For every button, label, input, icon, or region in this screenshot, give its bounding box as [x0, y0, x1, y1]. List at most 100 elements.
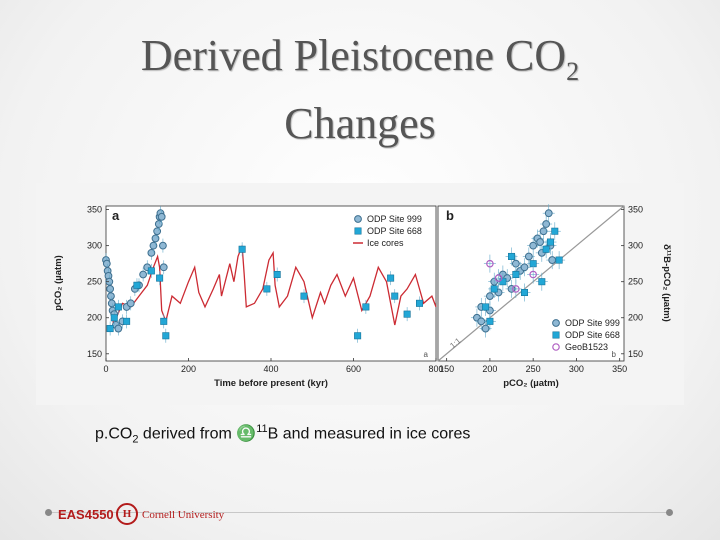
- x-tick-label-b: 150: [439, 364, 454, 374]
- point-odp-999: [107, 292, 115, 301]
- point-odp-999-b: [524, 252, 533, 261]
- point-odp-668: [354, 332, 362, 340]
- point-odp-668: [238, 245, 246, 253]
- point-odp-999: [151, 234, 160, 243]
- series-ice-cores-line: [105, 245, 437, 326]
- legend-b-marker: [552, 343, 560, 351]
- point-odp-668-b: [486, 317, 494, 325]
- x-tick-label-a: 200: [181, 364, 196, 374]
- slide-title: Derived Pleistocene CO2 Changes: [60, 30, 660, 150]
- footer-course-code: EAS4550: [58, 507, 114, 522]
- point-odp-999: [159, 263, 168, 272]
- y-tick-label-a: 250: [87, 277, 102, 287]
- title-line-2: Changes: [284, 99, 436, 148]
- point-odp-999: [114, 324, 123, 333]
- point-odp-999: [147, 248, 156, 257]
- point-geob1523: [529, 270, 537, 279]
- panel-a-label: a: [112, 208, 120, 223]
- y-tick-label-b: 350: [628, 205, 643, 215]
- point-odp-999: [107, 299, 116, 308]
- x-tick-label-b: 250: [526, 364, 541, 374]
- y-tick-label-b: 250: [628, 277, 643, 287]
- point-odp-668: [387, 274, 395, 282]
- point-odp-999-b: [536, 238, 544, 246]
- point-odp-668-b: [521, 289, 529, 297]
- legend-b-marker: [552, 331, 560, 339]
- point-odp-668: [273, 270, 281, 278]
- legend-b-label: ODP Site 999: [565, 318, 620, 328]
- caption-post: B and measured in ice cores: [267, 425, 471, 443]
- point-odp-668-b: [551, 227, 559, 235]
- legend-a-marker: [354, 227, 362, 235]
- point-odp-999: [126, 299, 135, 308]
- caption-sub: 2: [132, 433, 139, 446]
- point-odp-999: [139, 270, 148, 279]
- y-axis-label-a: pCO₂ (µatm): [53, 255, 64, 311]
- point-odp-668: [403, 310, 411, 318]
- point-odp-668: [147, 267, 155, 275]
- caption-mid: derived from: [138, 425, 237, 443]
- point-odp-999: [159, 241, 167, 250]
- panel-b-corner-label: b: [612, 350, 617, 359]
- cornell-seal-logo: H: [116, 503, 138, 525]
- point-odp-668-b: [538, 278, 546, 286]
- point-odp-668: [160, 317, 168, 325]
- x-tick-label-b: 350: [612, 364, 627, 374]
- point-odp-668: [300, 292, 308, 300]
- footer-divider: [50, 512, 670, 513]
- point-odp-999: [149, 241, 158, 250]
- point-odp-668-b: [542, 245, 550, 253]
- legend-a-marker: [354, 215, 362, 223]
- point-odp-668-b: [499, 278, 507, 286]
- point-geob1523: [486, 259, 494, 268]
- figure-panel: 0 200 400 600 800 150 200 250 300 350 Time before …: [36, 183, 684, 405]
- point-odp-668: [162, 332, 170, 340]
- point-odp-999-b: [529, 241, 538, 250]
- point-odp-668-b: [482, 303, 490, 311]
- legend-b-marker: [552, 319, 560, 327]
- point-geob1523: [512, 285, 520, 293]
- point-odp-668: [133, 281, 141, 289]
- point-odp-668: [415, 299, 423, 307]
- point-odp-999: [102, 259, 111, 268]
- x-tick-label-a: 600: [346, 364, 361, 374]
- point-odp-999-b: [481, 324, 490, 333]
- point-odp-999: [157, 212, 166, 221]
- x-tick-label-b: 200: [482, 364, 497, 374]
- legend-a-label: ODP Site 668: [367, 226, 422, 236]
- point-geob1523: [494, 274, 503, 282]
- title-line-1: Derived Pleistocene CO: [140, 31, 567, 80]
- point-odp-668: [106, 325, 114, 333]
- caption-sup: 11: [256, 423, 268, 435]
- point-odp-999: [153, 227, 162, 236]
- point-odp-668: [123, 317, 131, 325]
- y-tick-label-a: 350: [87, 205, 102, 215]
- footer-university: Cornell University: [142, 509, 225, 521]
- caption-symbol: ♎: [236, 425, 257, 443]
- point-odp-668: [391, 292, 399, 300]
- title-subscript: 2: [566, 57, 580, 86]
- y-tick-label-a: 300: [87, 241, 102, 251]
- point-odp-668-b: [508, 252, 516, 260]
- x-tick-label-b: 300: [569, 364, 584, 374]
- legend-b-label: GeoB1523: [565, 342, 608, 352]
- point-odp-668-b: [546, 238, 554, 246]
- panel-b-label: b: [446, 208, 454, 223]
- y-axis-label-b: δ¹¹B-pCO₂ (µatm): [661, 244, 672, 322]
- point-odp-668: [110, 314, 118, 322]
- legend-b-label: ODP Site 668: [565, 330, 620, 340]
- x-tick-label-a: 400: [263, 364, 278, 374]
- x-tick-label-a: 800: [428, 364, 443, 374]
- y-tick-label-b: 300: [628, 241, 643, 251]
- x-axis-label-b: pCO₂ (µatm): [503, 378, 559, 389]
- point-odp-999-b: [539, 227, 548, 236]
- x-axis-label-a: Time before present (kyr): [214, 378, 328, 389]
- point-odp-999-b: [544, 209, 553, 218]
- point-odp-668: [114, 303, 122, 311]
- point-odp-668: [362, 303, 370, 311]
- footer-bullet-right: [666, 509, 673, 516]
- point-odp-999-b: [477, 317, 486, 326]
- footer-bullet-left: [45, 509, 52, 516]
- y-tick-label-b: 150: [628, 349, 643, 359]
